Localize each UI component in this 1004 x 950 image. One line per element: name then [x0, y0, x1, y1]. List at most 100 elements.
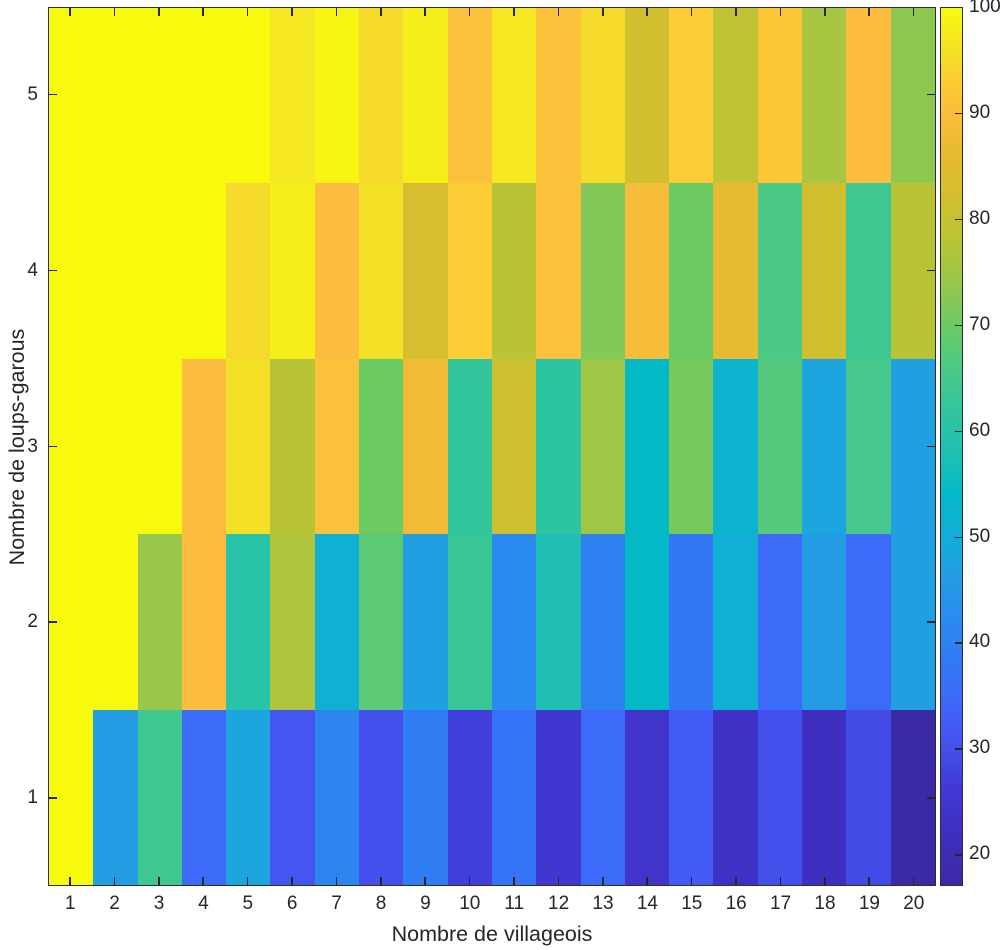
tick-mark: [380, 8, 382, 16]
heatmap-cell: [802, 183, 847, 359]
heatmap-cell: [270, 709, 315, 885]
x-tick-label: 20: [903, 893, 925, 914]
heatmap-cell: [846, 358, 891, 535]
heatmap-cell: [757, 8, 803, 184]
x-tick-label: 1: [64, 893, 76, 914]
colorbar-tick-label: 40: [969, 631, 991, 653]
tick-mark: [824, 8, 826, 16]
heatmap-cell: [846, 183, 891, 359]
heatmap-cell: [580, 8, 625, 184]
heatmap-cell: [314, 709, 360, 885]
heatmap-cell: [580, 183, 625, 359]
colorbar-tick-label: 30: [969, 737, 991, 759]
heatmap-cell: [447, 183, 492, 359]
tick-mark: [202, 8, 204, 16]
tick-mark: [158, 877, 160, 885]
heatmap-cell: [536, 183, 581, 359]
heatmap-cell: [491, 709, 537, 885]
heatmap-cell: [757, 709, 803, 885]
heatmap-cell: [314, 8, 360, 184]
heatmap-cell: [359, 709, 404, 885]
tick-mark: [868, 8, 870, 16]
x-tick-label: 8: [375, 893, 387, 914]
heatmap-cell: [624, 358, 670, 535]
tick-mark: [513, 8, 515, 16]
heatmap-cell: [624, 183, 670, 359]
heatmap-cell: [359, 183, 404, 359]
heatmap-cell: [669, 709, 714, 885]
heatmap-cell: [226, 534, 271, 710]
heatmap-cell: [93, 534, 138, 710]
tick-mark: [468, 8, 471, 16]
heatmap-cell: [802, 8, 847, 184]
x-tick-label: 18: [814, 893, 836, 914]
tick-mark: [202, 877, 204, 885]
x-tick-label: 19: [858, 893, 880, 914]
tick-mark: [468, 877, 471, 885]
colorbar-tick-label: 70: [969, 313, 991, 335]
x-tick-label: 13: [592, 893, 614, 914]
x-tick-label: 14: [636, 893, 658, 914]
tick-mark: [927, 93, 935, 96]
tick-mark: [49, 445, 57, 447]
heatmap-cell: [491, 8, 537, 184]
tick-mark: [927, 621, 935, 623]
heatmap-cell: [580, 709, 625, 885]
colorbar-tick-label: 60: [969, 419, 991, 441]
heatmap-cell: [890, 8, 935, 184]
heatmap-cell: [403, 183, 448, 359]
colorbar-tick-label: 90: [969, 101, 991, 123]
tick-mark: [868, 877, 870, 885]
colorbar-tick-mark: [955, 324, 962, 327]
tick-mark: [690, 8, 693, 16]
heatmap-cell: [713, 534, 758, 710]
heatmap-cell: [713, 358, 758, 535]
tick-mark: [912, 877, 915, 885]
tick-mark: [557, 877, 560, 885]
heatmap-cell: [580, 534, 625, 710]
heatmap-cell: [226, 358, 271, 535]
colorbar-tick-mark: [955, 430, 962, 433]
tick-mark: [113, 8, 116, 16]
heatmap-cell: [669, 358, 714, 535]
tick-mark: [912, 8, 915, 16]
heatmap-cell: [359, 358, 404, 535]
colorbar-tick-mark: [955, 854, 962, 856]
tick-mark: [424, 8, 426, 16]
tick-mark: [602, 877, 604, 885]
heatmap-cell: [536, 709, 581, 885]
tick-mark: [335, 8, 338, 16]
x-tick-label: 2: [109, 893, 120, 914]
heatmap-cell: [536, 8, 581, 184]
tick-mark: [824, 877, 826, 885]
heatmap-cell: [93, 709, 138, 885]
heatmap-cell: [802, 534, 847, 710]
tick-mark: [646, 877, 648, 885]
x-tick-label: 6: [286, 893, 298, 914]
x-tick-label: 11: [504, 893, 525, 914]
heatmap-cell: [403, 358, 448, 535]
colorbar-tick-mark: [955, 748, 962, 750]
heatmap-cell: [137, 534, 182, 710]
heatmap-cell: [669, 534, 714, 710]
heatmap-cell: [757, 183, 803, 359]
tick-mark: [690, 877, 693, 885]
heatmap-cell: [93, 183, 138, 359]
colorbar-tick-label: 80: [969, 207, 991, 229]
tick-mark: [380, 877, 382, 885]
heatmap-cell: [669, 183, 714, 359]
heatmap-cell: [226, 183, 271, 359]
heatmap-cell: [137, 8, 182, 184]
heatmap-cell: [447, 534, 492, 710]
heatmap-cell: [447, 709, 492, 885]
heatmap-cell: [846, 8, 891, 184]
y-tick-label: 4: [27, 259, 38, 281]
x-tick-label: 7: [331, 893, 342, 914]
x-axis-label: Nombre de villageois: [391, 922, 593, 946]
tick-mark: [291, 877, 293, 885]
heatmap-cell: [491, 183, 537, 359]
heatmap-cell: [403, 8, 448, 184]
tick-mark: [735, 8, 737, 16]
tick-mark: [735, 877, 737, 885]
y-tick-label: 2: [27, 611, 38, 633]
